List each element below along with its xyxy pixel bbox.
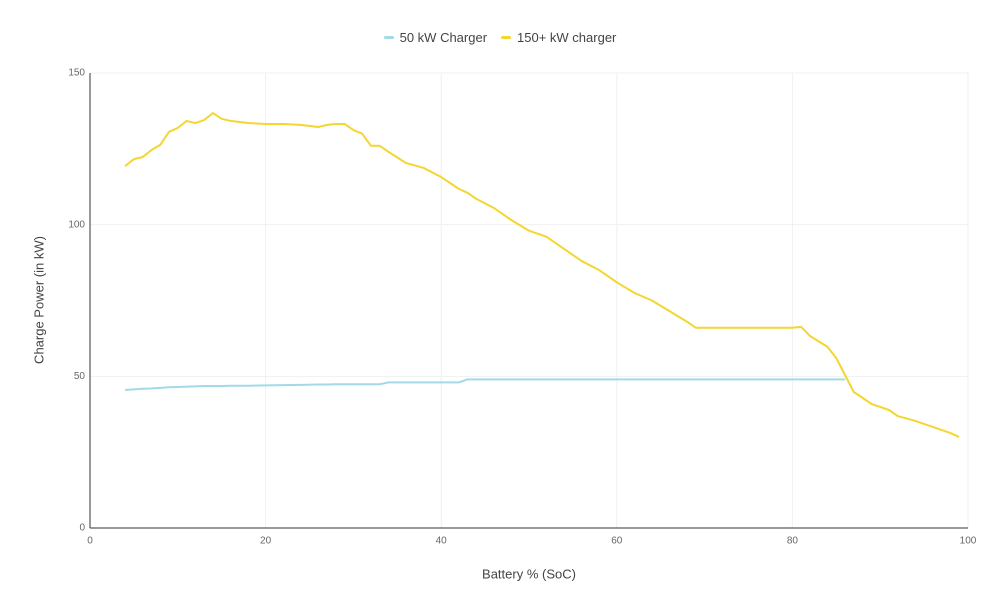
y-tick-label: 0 <box>79 523 85 534</box>
y-tick-label: 150 <box>68 68 85 79</box>
legend: 50 kW Charger 150+ kW charger <box>0 30 1000 45</box>
y-axis-title: Charge Power (in kW) <box>31 236 46 364</box>
x-tick-label: 40 <box>436 536 448 547</box>
y-tick-label: 100 <box>68 219 85 230</box>
legend-swatch <box>383 36 394 39</box>
legend-label: 50 kW Charger <box>399 30 488 45</box>
x-tick-label: 80 <box>787 536 799 547</box>
x-tick-label: 0 <box>87 536 93 547</box>
x-axis-title: Battery % (SoC) <box>482 566 576 581</box>
legend-swatch <box>501 36 512 39</box>
y-tick-label: 50 <box>74 371 86 382</box>
series-line <box>124 112 960 438</box>
x-tick-label: 100 <box>960 536 977 547</box>
x-tick-label: 60 <box>611 536 623 547</box>
legend-item[interactable]: 150+ kW charger <box>501 30 616 45</box>
series-line <box>125 378 846 391</box>
legend-item[interactable]: 50 kW Charger <box>383 30 488 45</box>
legend-label: 150+ kW charger <box>517 30 617 45</box>
x-tick-label: 20 <box>260 536 272 547</box>
